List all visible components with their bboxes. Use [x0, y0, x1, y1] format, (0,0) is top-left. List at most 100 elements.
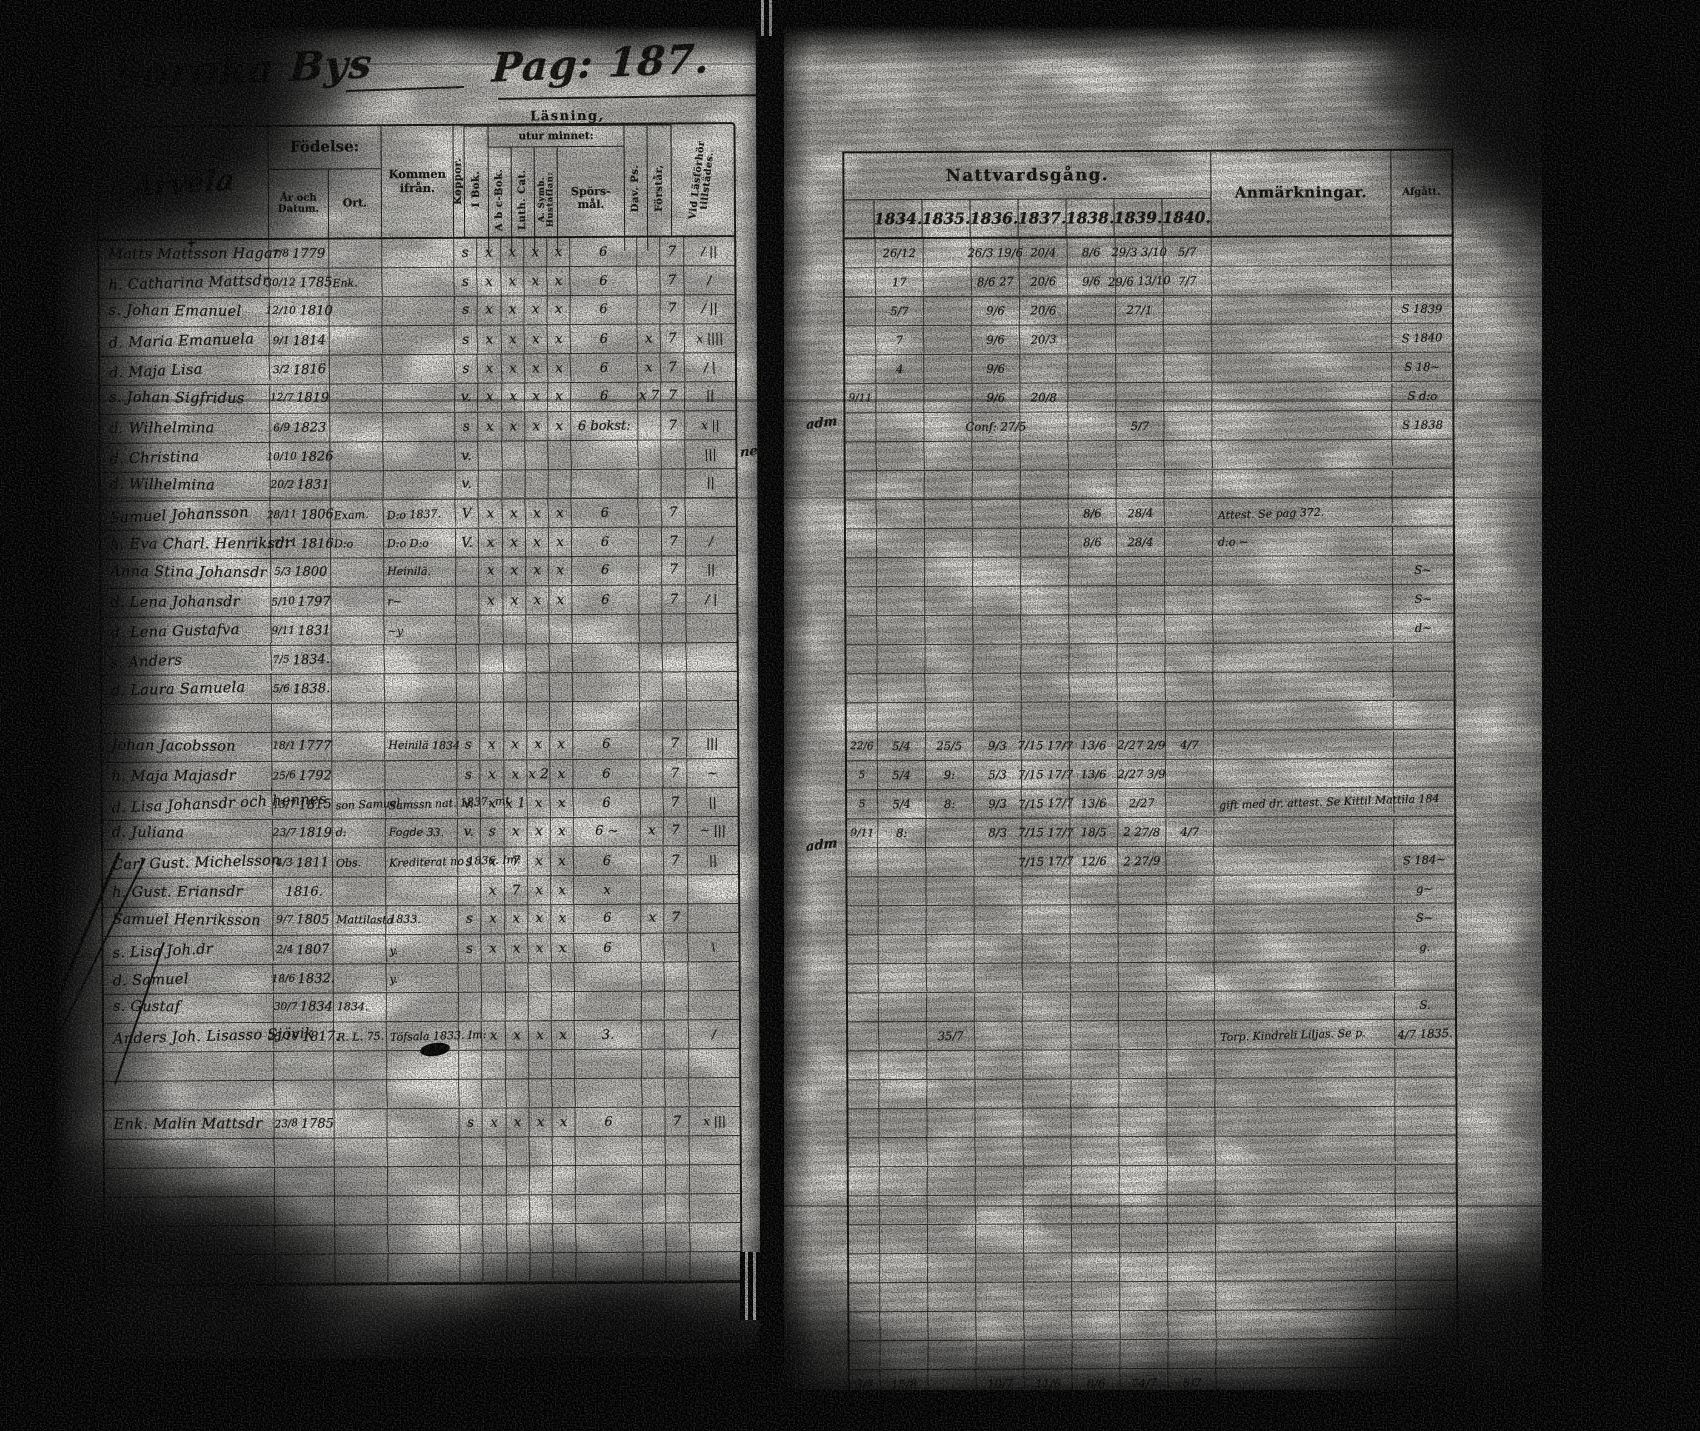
cell-1834 — [876, 383, 925, 413]
cell-sporsmal-mark — [574, 1077, 643, 1109]
cell-symb-mark — [551, 1078, 576, 1108]
cell-birthdate: 28/11 1806 — [267, 500, 334, 529]
communion-row — [846, 669, 1454, 704]
cell-1840 — [1166, 875, 1215, 904]
cell-1835 — [927, 1311, 977, 1341]
cell-i-bok-mark: x — [480, 789, 506, 819]
cell-1834 — [877, 847, 927, 877]
cell-sporsmal-mark: 6 — [572, 555, 640, 585]
birth-year: 1819 — [296, 389, 330, 406]
cell-1834 — [877, 586, 926, 616]
cell-1840 — [1167, 1165, 1216, 1195]
cell-symb-mark: x — [548, 382, 572, 411]
cell-afgatt-note: S 1839 — [1401, 301, 1443, 317]
cell-birthdate: 23/7 1819 — [272, 819, 333, 848]
cell-kommen-ifran — [383, 382, 456, 412]
cell-sporsmal-mark: 6 — [570, 323, 639, 354]
col-year-1836: 1836. — [970, 199, 1019, 237]
cell-sporsmal-mark: 3. — [574, 1019, 643, 1050]
cell-1840 — [1168, 1281, 1217, 1310]
cell-1840 — [1164, 614, 1214, 644]
cell-1840 — [1164, 353, 1213, 382]
cell-1834 — [878, 963, 928, 993]
cell-sporsmal-mark: x — [574, 875, 642, 905]
cell-abc-mark — [506, 1165, 531, 1194]
cell-sporsmal-mark: 6 — [573, 932, 643, 964]
cell-1834 — [879, 1166, 928, 1196]
record-row: s. Gustaf 30/7 1834 1834. — [103, 990, 739, 1024]
cell-1834 — [879, 1195, 929, 1225]
cell-1834: 5/4 — [877, 789, 927, 819]
cell-afgatt-note: 4/7 1835. — [1397, 1025, 1453, 1042]
cell-1834 — [876, 615, 926, 645]
cell-koppor-mark — [456, 586, 480, 615]
cell-koppor-mark — [459, 1137, 484, 1167]
cell-koppor-mark: s — [459, 1108, 483, 1137]
cell-1836: 9/3 — [973, 731, 1023, 760]
cell-luth-mark: x — [525, 498, 550, 528]
cell-sporsmal-mark — [572, 701, 641, 731]
cell-admission-note — [845, 558, 878, 587]
cell-remark: gift med dr. attest. Se Kittil Mattila 1… — [1213, 785, 1440, 820]
cell-1837: 20/4 — [1019, 238, 1068, 267]
cell-1837 — [1023, 1050, 1072, 1079]
cell-kommen-ifran: D:o D:o — [383, 528, 457, 558]
cell-koppor-mark: V. — [455, 528, 480, 557]
cell-1835 — [926, 934, 975, 963]
cell-i-bok-mark — [482, 1195, 508, 1224]
cell-admission-note — [848, 1109, 880, 1138]
communion-row — [848, 1077, 1456, 1110]
cell-1837 — [1021, 644, 1070, 673]
communion-row: 17 8/6 27 20/6 9/6 29/6 13/10 7/7 — [844, 263, 1452, 298]
col-anmarkningar: Anmärkningar. — [1211, 150, 1392, 236]
cell-luth-mark — [528, 962, 553, 992]
cell-symb-mark — [548, 440, 572, 470]
cell-ort: Obs. — [332, 847, 387, 878]
cell-dav-ps-mark: x 7 — [637, 381, 662, 410]
cell-afgatt-note — [1392, 497, 1453, 527]
cell-forstar-mark — [664, 1020, 690, 1049]
cell-luth-mark: x — [524, 295, 548, 324]
cell-forstar-mark — [665, 1194, 691, 1223]
cell-koppor-mark — [459, 1224, 484, 1254]
cell-1835 — [924, 441, 974, 471]
cell-1838 — [1070, 876, 1119, 905]
cell-1839: 29/6 13/10 — [1108, 266, 1171, 296]
cell-1840 — [1166, 904, 1215, 934]
cell-abc-mark: x — [504, 730, 528, 759]
cell-afgatt-note: S 18~ — [1404, 359, 1441, 374]
cell-abc-mark: x — [505, 1021, 530, 1050]
cell-birthdate: 4/3 1811 — [272, 848, 334, 877]
cell-ort: Enk. — [329, 267, 383, 298]
cell-i-bok-mark: s — [480, 817, 505, 846]
cell-afgatt-note: d~ — [1414, 620, 1433, 636]
cell-ort — [333, 1079, 388, 1110]
cell-admission-note — [848, 1167, 880, 1196]
cell-1840: 5/7 — [1168, 1368, 1218, 1398]
cell-ort — [330, 441, 384, 472]
cell-tally-marks: || — [707, 562, 716, 577]
cell-luth-mark — [525, 440, 549, 470]
col-luth-cat: Luth. Cat. — [511, 147, 536, 252]
cell-1839 — [1118, 962, 1168, 992]
cell-i-bok-mark — [478, 469, 503, 498]
cell-1834: 8: — [878, 818, 927, 848]
cell-luth-mark — [529, 1194, 554, 1224]
cell-1836: 9/3 — [973, 788, 1023, 819]
cell-kommen-ifran — [382, 295, 455, 325]
cell-symb-mark — [552, 1136, 577, 1166]
cell-1836 — [973, 586, 1022, 615]
cell-luth-mark — [526, 614, 550, 644]
cell-1834 — [879, 1224, 929, 1254]
cell-forstar-mark: 7 — [660, 324, 686, 353]
cell-tally-marks — [686, 642, 737, 672]
cell-koppor-mark: s — [454, 354, 479, 384]
cell-1840 — [1165, 788, 1215, 818]
cell-name — [101, 703, 273, 733]
cell-1836 — [974, 992, 1024, 1021]
cell-1836: 9/6 — [971, 296, 1021, 325]
birth-day-month: 12/10 — [265, 304, 297, 317]
cell-1840 — [1165, 585, 1214, 614]
cell-luth-mark — [529, 1223, 554, 1253]
cell-koppor-mark: s — [457, 760, 481, 789]
